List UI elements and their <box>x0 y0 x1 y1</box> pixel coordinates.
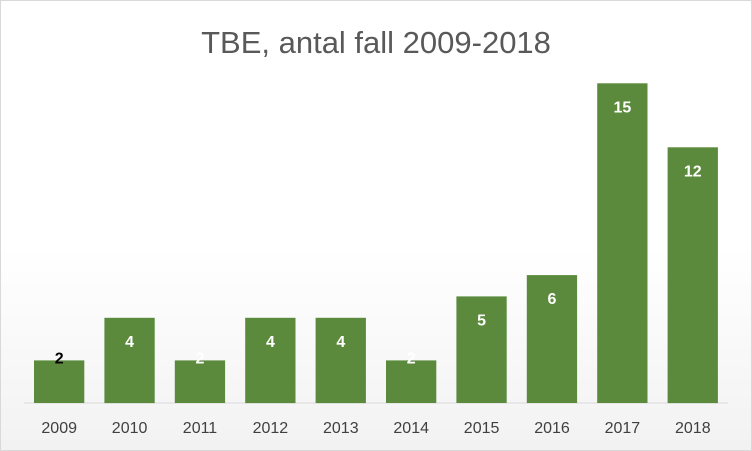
data-label-2014: 2 <box>407 350 416 367</box>
data-label-2015: 5 <box>477 312 486 329</box>
x-tick-label-2017: 2017 <box>605 420 641 437</box>
x-tick-label-2011: 2011 <box>183 420 218 437</box>
bar-2011 <box>174 360 226 403</box>
x-tick-label-2018: 2018 <box>675 420 711 437</box>
data-label-2016: 6 <box>548 291 557 308</box>
x-tick-label-2012: 2012 <box>253 420 289 437</box>
data-label-2018: 12 <box>684 163 702 180</box>
chart-title: TBE, antal fall 2009-2018 <box>201 25 551 60</box>
bar-2015 <box>456 296 507 403</box>
bar-2010 <box>104 317 155 404</box>
bar-2017 <box>597 83 648 404</box>
bar-2014 <box>386 360 437 403</box>
data-labels-group: 2 4 2 4 4 2 5 6 15 12 <box>55 99 702 367</box>
bars-group <box>34 83 718 404</box>
x-tick-label-2009: 2009 <box>41 420 77 437</box>
x-tick-label-2014: 2014 <box>393 420 429 437</box>
data-label-2009: 2 <box>55 350 64 367</box>
bar-2012 <box>245 317 296 404</box>
x-tick-label-2016: 2016 <box>534 420 570 437</box>
x-tick-label-2010: 2010 <box>112 420 148 437</box>
data-label-2012: 4 <box>266 334 275 351</box>
bar-2009 <box>34 360 85 403</box>
bar-2018 <box>667 147 718 404</box>
bar-2016 <box>526 275 578 403</box>
data-label-2017: 15 <box>614 99 632 116</box>
bar-2013 <box>315 317 366 404</box>
data-label-2011: 2 <box>196 350 205 367</box>
x-tick-label-2013: 2013 <box>323 420 359 437</box>
x-tick-label-2015: 2015 <box>464 420 500 437</box>
x-tick-labels-group: 2009 2010 2011 2012 2013 2014 2015 2016 2017 2018 <box>41 420 710 437</box>
data-label-2013: 4 <box>336 334 345 351</box>
data-label-2010: 4 <box>125 334 134 351</box>
